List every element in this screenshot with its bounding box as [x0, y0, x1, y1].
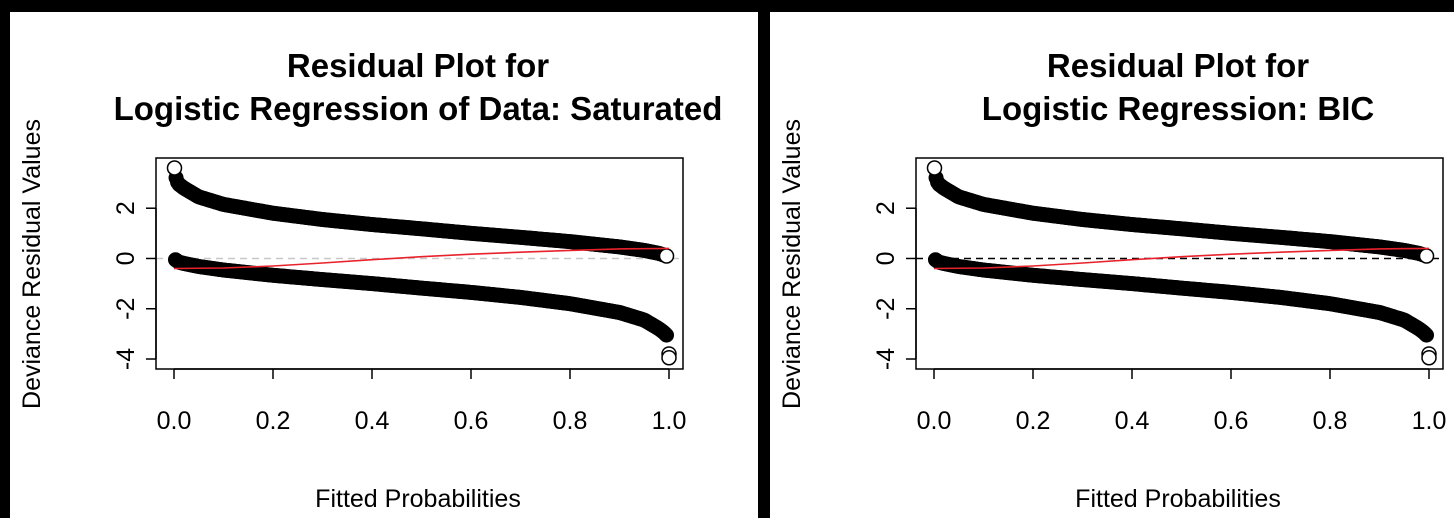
- x-tick-label: 0.4: [1115, 407, 1150, 435]
- chart-panel-bic: Residual Plot for Logistic Regression: B…: [770, 12, 1454, 518]
- y-tick-label: -4: [112, 348, 140, 370]
- data-point: [1419, 327, 1435, 343]
- y-tick-label: -2: [112, 298, 140, 320]
- x-tick-label: 0.4: [355, 407, 390, 435]
- chart-title-line2: Logistic Regression of Data: Saturated: [114, 90, 723, 127]
- y-tick-label: -4: [872, 348, 900, 370]
- outlier-point: [661, 349, 677, 366]
- x-tick-label: 0.0: [917, 407, 952, 435]
- chart-title-line2: Logistic Regression: BIC: [982, 90, 1374, 127]
- x-tick-label: 0.2: [256, 407, 291, 435]
- y-axis-label: Deviance Residual Values: [778, 119, 806, 409]
- outlier-point: [1421, 349, 1437, 366]
- x-tick-label: 0.0: [157, 407, 192, 435]
- outlier-point: [166, 160, 183, 176]
- series-1: [167, 252, 677, 366]
- x-tick-label: 0.8: [553, 407, 588, 435]
- chart-title-line1: Residual Plot for: [1047, 47, 1309, 84]
- series-0: [166, 160, 675, 264]
- x-axis-label: Fitted Probabilities: [1075, 485, 1281, 513]
- x-tick-label: 0.2: [1016, 407, 1051, 435]
- outlier-point: [926, 160, 943, 176]
- x-axis-label: Fitted Probabilities: [315, 485, 521, 513]
- x-tick-label: 1.0: [1412, 407, 1447, 435]
- outlier-point: [1418, 248, 1435, 264]
- plot-area: 0.0 0.2 0.4 0.6 0.8 1.0 -4 -2 0 2: [112, 157, 687, 435]
- y-axis-label: Deviance Residual Values: [18, 119, 46, 409]
- y-tick-label: 2: [112, 201, 140, 215]
- y-tick-label: 0: [872, 252, 900, 266]
- y-tick-label: -2: [872, 298, 900, 320]
- chart-panel-saturated: Residual Plot for Logistic Regression of…: [10, 12, 758, 518]
- x-tick-label: 0.6: [1214, 407, 1249, 435]
- x-tick-label: 0.8: [1313, 407, 1348, 435]
- x-tick-label: 0.6: [454, 407, 489, 435]
- plot-area: 0.0 0.2 0.4 0.6 0.8 1.0 -4 -2 0 2: [872, 157, 1447, 435]
- data-point: [659, 327, 675, 343]
- smooth-line: [933, 247, 1430, 270]
- plot-frame: [915, 157, 1444, 370]
- residual-chart-saturated: Residual Plot for Logistic Regression of…: [18, 47, 723, 513]
- y-tick-label: 0: [112, 252, 140, 266]
- outlier-point: [658, 248, 675, 264]
- series-1: [927, 252, 1437, 366]
- x-tick-label: 1.0: [652, 407, 687, 435]
- plot-frame: [155, 157, 684, 370]
- series-0: [926, 160, 1435, 264]
- smooth-line: [173, 247, 670, 270]
- y-tick-label: 2: [872, 201, 900, 215]
- residual-chart-bic: Residual Plot for Logistic Regression: B…: [778, 47, 1447, 513]
- chart-title-line1: Residual Plot for: [287, 47, 549, 84]
